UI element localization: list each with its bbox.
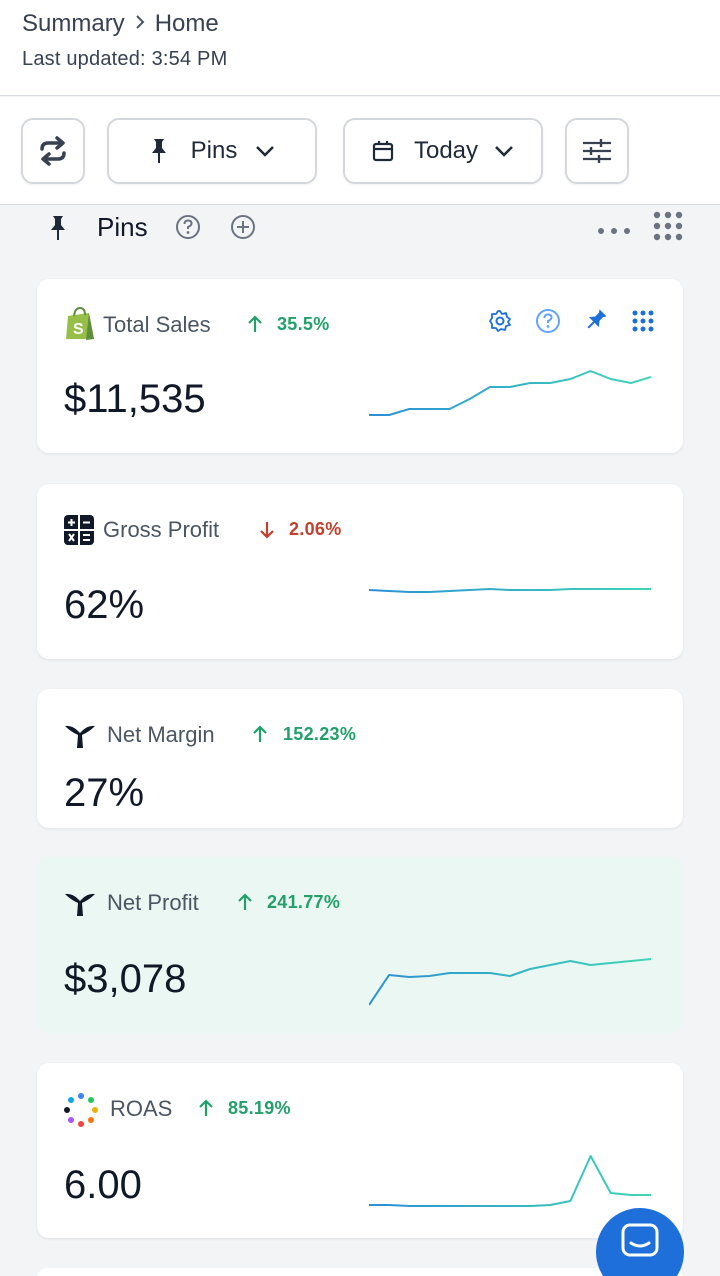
change-percent: 85.19% bbox=[228, 1098, 291, 1118]
metric-card-net-profit[interactable]: Net Profit 241.77% $3,078 bbox=[37, 857, 683, 1033]
last-updated-text: Last updated: 3:54 PM bbox=[22, 48, 228, 70]
triple-whale-logo-icon bbox=[64, 723, 96, 754]
drag-grid-icon[interactable] bbox=[652, 210, 684, 247]
breadcrumb-separator-icon bbox=[133, 11, 147, 37]
metric-card-net-margin[interactable]: Net Margin 152.23% 27% bbox=[37, 689, 683, 828]
card-title: Net Profit bbox=[107, 890, 199, 915]
help-icon[interactable] bbox=[535, 308, 561, 339]
chevron-down-icon bbox=[494, 144, 514, 158]
pins-dropdown-label: Pins bbox=[190, 137, 238, 164]
breadcrumb-current: Home bbox=[154, 10, 219, 37]
chat-icon bbox=[621, 1223, 659, 1264]
metric-value: 62% bbox=[64, 583, 145, 627]
date-range-label: Today bbox=[413, 137, 479, 164]
arrow-up-icon bbox=[247, 314, 263, 339]
metric-card-roas[interactable]: ROAS 85.19% 6.00 bbox=[37, 1063, 683, 1238]
calculator-icon bbox=[64, 515, 94, 550]
metric-value: 6.00 bbox=[64, 1163, 142, 1207]
add-pin-icon[interactable] bbox=[230, 214, 256, 245]
drag-grid-icon[interactable] bbox=[631, 309, 655, 338]
sparkline-series bbox=[369, 958, 651, 1006]
pin-icon[interactable] bbox=[584, 308, 608, 337]
more-options-icon[interactable] bbox=[597, 222, 631, 240]
section-title: Pins bbox=[97, 212, 148, 242]
arrow-up-icon bbox=[198, 1098, 214, 1123]
metric-card-next[interactable] bbox=[37, 1268, 683, 1276]
sparkline-chart bbox=[369, 588, 651, 593]
refresh-button[interactable] bbox=[21, 118, 85, 184]
toolbar: Pins Today bbox=[0, 97, 720, 205]
arrow-up-icon bbox=[252, 724, 268, 749]
help-icon[interactable] bbox=[175, 214, 201, 245]
metric-card-gross-profit[interactable]: Gross Profit 2.06% 62% bbox=[37, 484, 683, 659]
triple-whale-logo-icon bbox=[64, 891, 96, 922]
pins-section-header: Pins bbox=[0, 206, 720, 250]
pins-dropdown[interactable]: Pins bbox=[107, 118, 317, 184]
arrow-down-icon bbox=[259, 520, 275, 545]
pin-icon bbox=[149, 137, 169, 165]
svg-text:S: S bbox=[73, 321, 84, 338]
calendar-icon bbox=[372, 140, 394, 162]
sparkline-series bbox=[369, 370, 651, 416]
card-title: Net Margin bbox=[107, 722, 215, 747]
sparkline-chart bbox=[369, 958, 651, 1006]
metric-card-total-sales[interactable]: S Total Sales 35.5% $11,535 bbox=[37, 279, 683, 453]
change-percent: 2.06% bbox=[289, 519, 342, 539]
sparkline-series bbox=[369, 1155, 651, 1207]
change-percent: 35.5% bbox=[277, 314, 330, 334]
change-percent: 152.23% bbox=[283, 724, 357, 744]
filter-settings-button[interactable] bbox=[565, 118, 629, 184]
date-range-dropdown[interactable]: Today bbox=[343, 118, 543, 184]
page-header: Summary Home Last updated: 3:54 PM bbox=[0, 0, 720, 96]
arrow-up-icon bbox=[237, 892, 253, 917]
pin-icon bbox=[48, 214, 68, 247]
card-title: Total Sales bbox=[103, 312, 211, 337]
breadcrumb: Summary Home bbox=[22, 10, 219, 38]
card-title: Gross Profit bbox=[103, 517, 220, 542]
sparkline-chart bbox=[369, 1155, 651, 1207]
breadcrumb-parent[interactable]: Summary bbox=[22, 10, 125, 37]
card-title: ROAS bbox=[110, 1096, 173, 1121]
refresh-icon bbox=[36, 136, 70, 166]
shopify-bag-icon: S bbox=[64, 306, 96, 346]
gear-icon[interactable] bbox=[488, 309, 512, 338]
metric-value: 27% bbox=[64, 771, 145, 815]
chat-button[interactable] bbox=[596, 1208, 684, 1276]
chevron-down-icon bbox=[255, 144, 275, 158]
change-percent: 241.77% bbox=[267, 892, 341, 912]
metric-value: $3,078 bbox=[64, 957, 187, 1001]
metric-value: $11,535 bbox=[64, 377, 206, 421]
roas-dots-icon bbox=[64, 1093, 98, 1132]
sparkline-chart bbox=[369, 370, 651, 416]
sparkline-series bbox=[369, 588, 651, 593]
sliders-icon bbox=[581, 137, 613, 165]
